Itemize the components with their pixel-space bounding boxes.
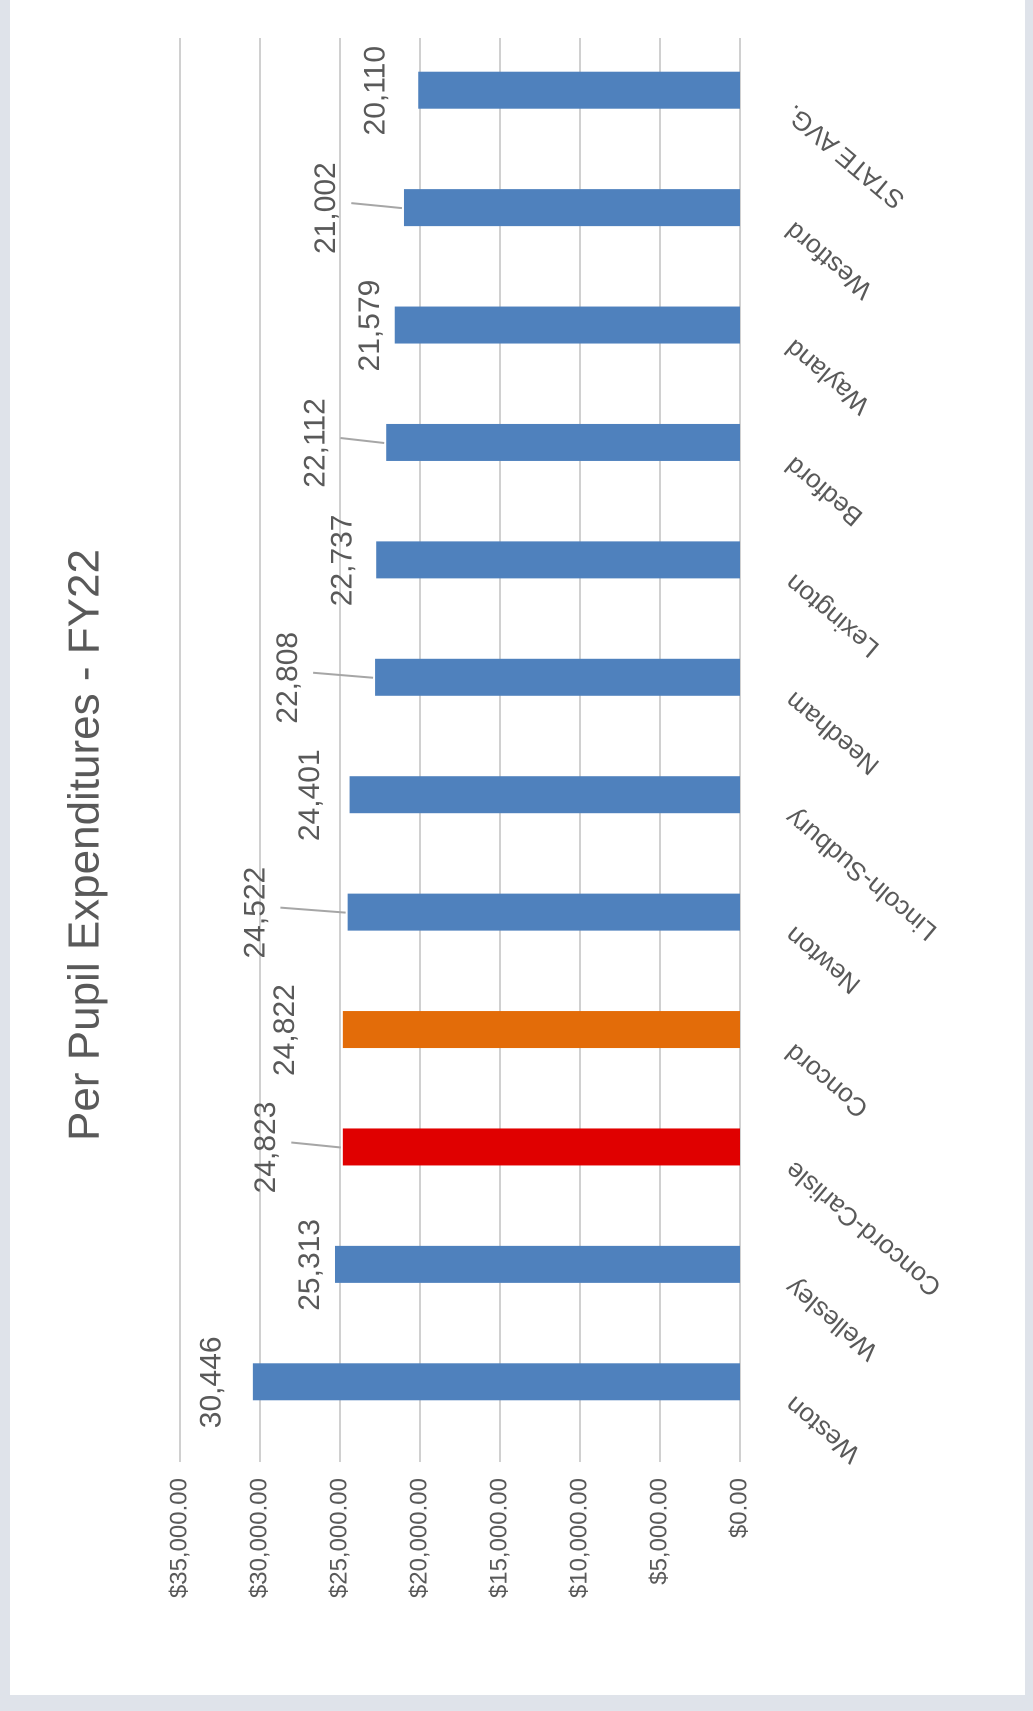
y-tick-label: $25,000.00 bbox=[325, 1478, 352, 1598]
y-tick-label: $35,000.00 bbox=[165, 1478, 192, 1598]
data-label: 22,112 bbox=[298, 398, 331, 488]
data-label: 22,737 bbox=[326, 514, 359, 606]
bar bbox=[394, 306, 740, 344]
bar bbox=[347, 893, 740, 931]
data-label: 24,401 bbox=[293, 749, 326, 841]
data-label: 25,313 bbox=[293, 1219, 326, 1311]
bar bbox=[252, 1363, 740, 1401]
chart-title: Per Pupil Expenditures - FY22 bbox=[60, 549, 109, 1141]
y-tick-label: $20,000.00 bbox=[405, 1478, 432, 1598]
data-label: 21,002 bbox=[309, 162, 342, 254]
bar bbox=[418, 71, 740, 109]
data-label: 21,579 bbox=[353, 280, 386, 372]
data-label: 24,522 bbox=[238, 867, 271, 959]
bar bbox=[342, 1011, 740, 1049]
y-tick-label: $0.00 bbox=[725, 1478, 752, 1538]
leader-line bbox=[280, 906, 346, 914]
bar bbox=[403, 189, 740, 227]
data-label: 20,110 bbox=[358, 46, 391, 136]
y-tick-label: $5,000.00 bbox=[645, 1478, 672, 1585]
y-tick-label: $30,000.00 bbox=[245, 1478, 272, 1598]
leader-line bbox=[291, 1141, 341, 1149]
leader-line bbox=[340, 436, 385, 444]
data-label: 24,823 bbox=[249, 1102, 282, 1194]
bar bbox=[376, 541, 740, 579]
data-label: 24,822 bbox=[268, 984, 301, 1076]
bar bbox=[342, 1128, 740, 1166]
y-tick-label: $10,000.00 bbox=[565, 1478, 592, 1598]
data-label: 22,808 bbox=[271, 632, 304, 724]
chart-area bbox=[10, 0, 1025, 1695]
y-tick-label: $15,000.00 bbox=[485, 1478, 512, 1598]
bar bbox=[375, 658, 740, 696]
leader-line bbox=[313, 671, 374, 679]
bar bbox=[349, 776, 740, 814]
data-label: 30,446 bbox=[195, 1336, 228, 1428]
bar bbox=[334, 1245, 740, 1283]
bar bbox=[386, 423, 740, 461]
leader-line bbox=[351, 202, 403, 210]
